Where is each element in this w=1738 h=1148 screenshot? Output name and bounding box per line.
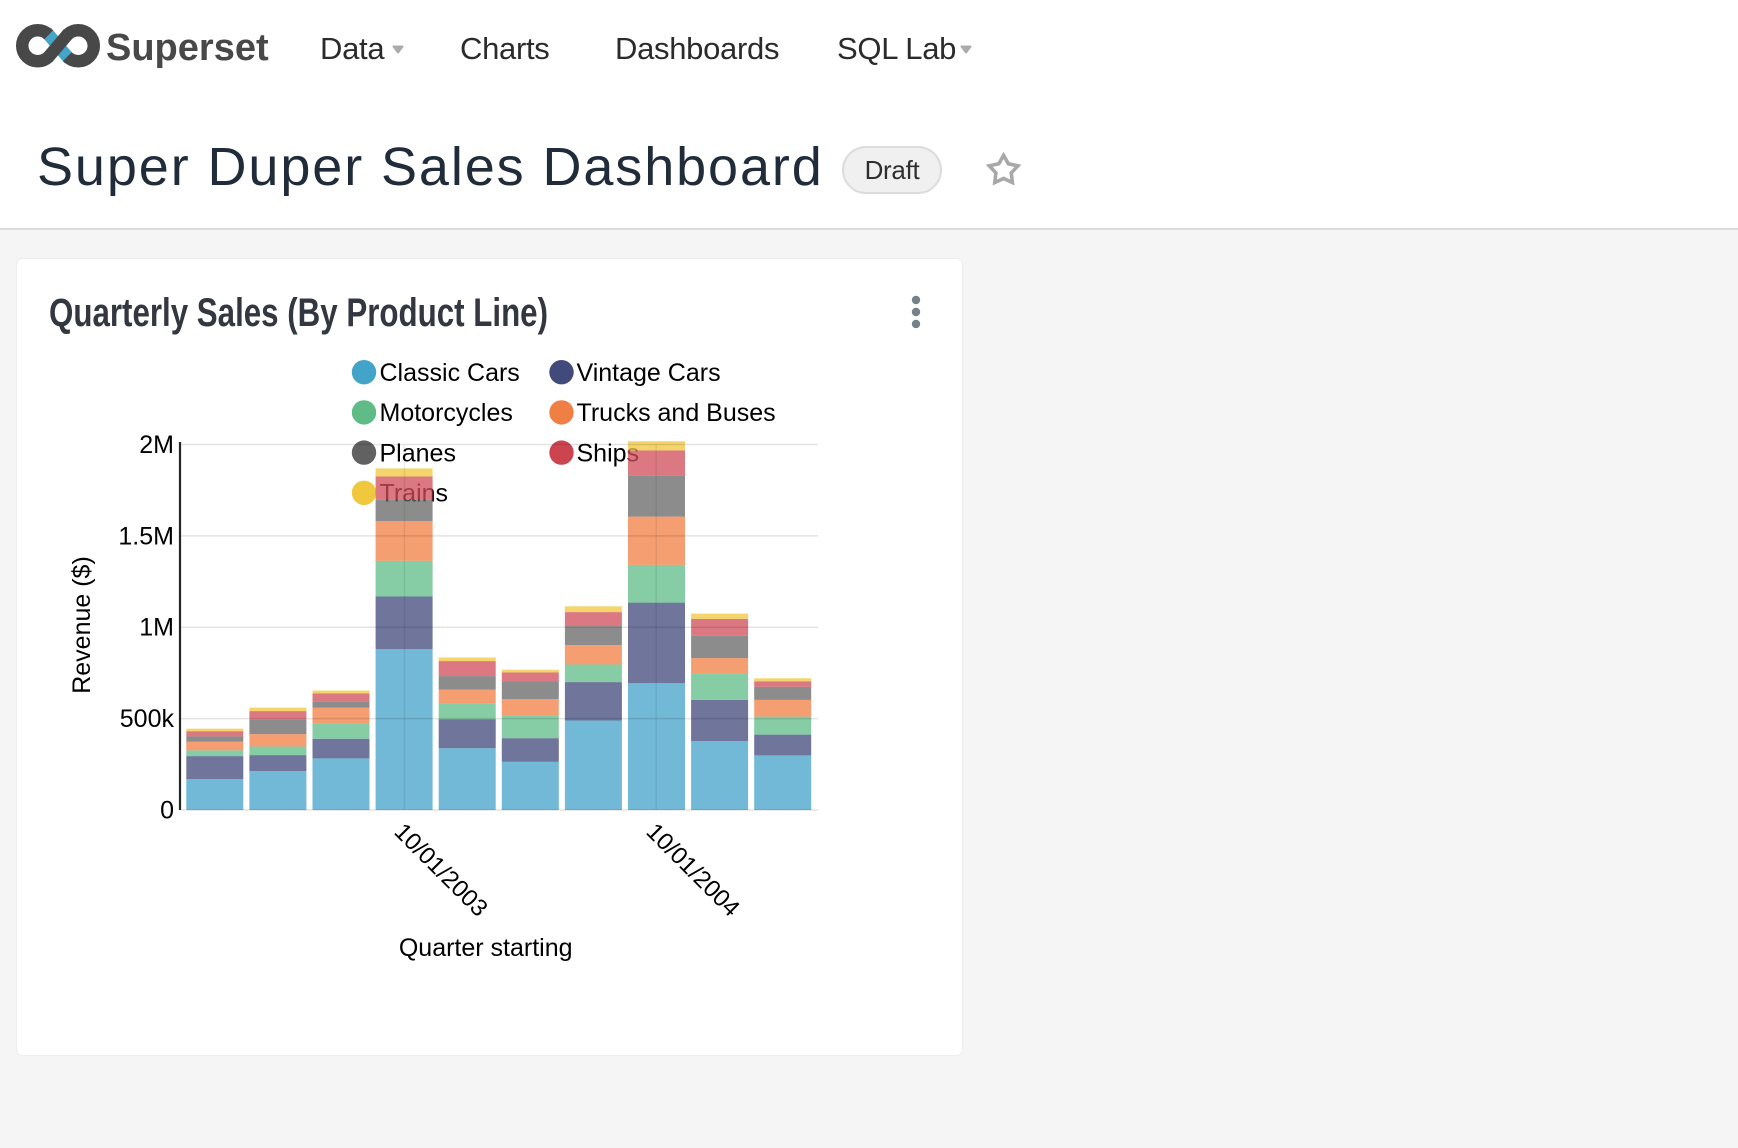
- svg-text:Classic Cars: Classic Cars: [380, 359, 520, 387]
- svg-text:Motorcycles: Motorcycles: [380, 399, 513, 427]
- svg-text:Planes: Planes: [380, 439, 456, 467]
- svg-text:10/01/2004: 10/01/2004: [641, 818, 745, 922]
- svg-text:500k: 500k: [120, 705, 175, 733]
- svg-text:10/01/2003: 10/01/2003: [389, 818, 493, 922]
- svg-text:2M: 2M: [139, 431, 174, 459]
- svg-text:Quarter starting: Quarter starting: [399, 934, 573, 962]
- svg-text:1.5M: 1.5M: [118, 522, 174, 550]
- svg-text:0: 0: [160, 796, 174, 824]
- svg-text:1M: 1M: [139, 614, 174, 642]
- svg-text:Revenue ($): Revenue ($): [68, 556, 96, 694]
- svg-text:Superset: Superset: [106, 27, 269, 69]
- svg-text:Vintage Cars: Vintage Cars: [577, 359, 721, 387]
- svg-text:Quarterly Sales (By Product Li: Quarterly Sales (By Product Line): [49, 291, 548, 335]
- svg-text:Trucks and Buses: Trucks and Buses: [577, 399, 776, 427]
